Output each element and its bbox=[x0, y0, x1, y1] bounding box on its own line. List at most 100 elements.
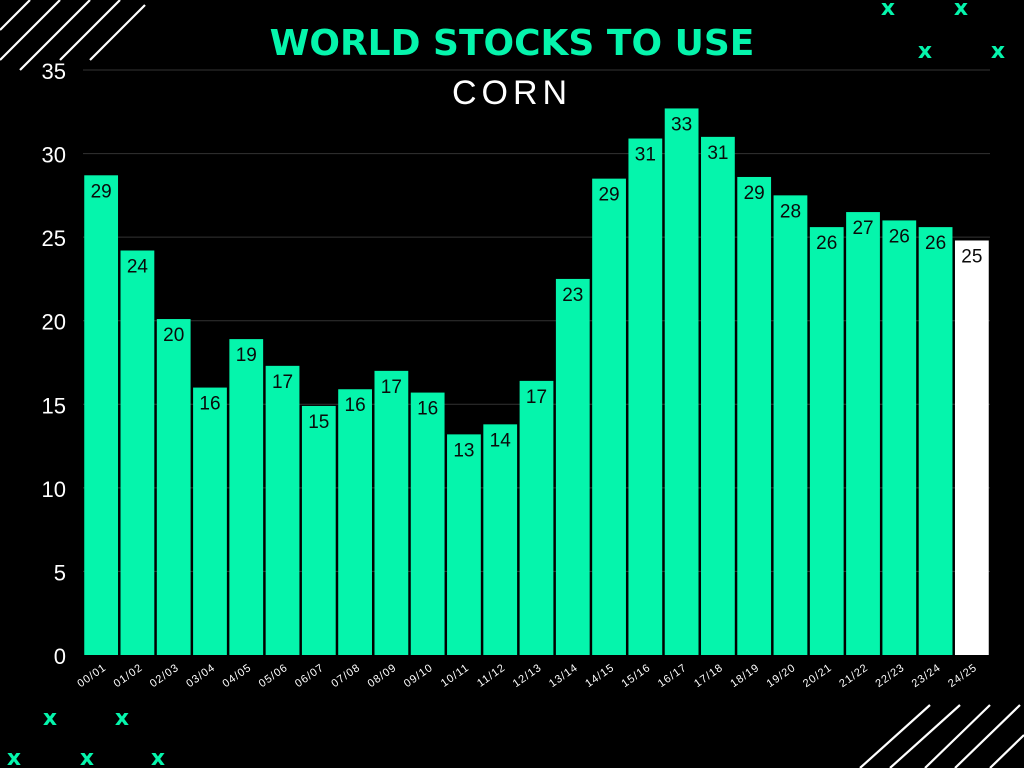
x-tick-label: 11/12 bbox=[475, 662, 508, 690]
data-label: 31 bbox=[635, 145, 656, 166]
data-label: 19 bbox=[236, 345, 257, 366]
data-label: 17 bbox=[526, 387, 547, 408]
x-tick-label: 04/05 bbox=[220, 662, 254, 690]
x-tick-label: 23/24 bbox=[910, 662, 944, 690]
decor-stripe bbox=[924, 704, 991, 768]
data-label: 28 bbox=[780, 201, 801, 222]
y-tick-label: 35 bbox=[42, 59, 66, 84]
bar bbox=[301, 405, 336, 655]
data-label: 26 bbox=[816, 233, 837, 254]
bar bbox=[846, 212, 880, 656]
x-tick-label: 17/18 bbox=[692, 662, 726, 690]
bar bbox=[447, 434, 481, 655]
x-axis-categories: 00/01 01/02 02/03 03/04 04/05 05/06 06/07 07/08… bbox=[75, 662, 979, 690]
decor-stripe bbox=[0, 0, 31, 31]
y-tick-label: 5 bbox=[54, 560, 66, 585]
bar bbox=[338, 389, 372, 655]
bar bbox=[265, 365, 300, 655]
x-tick-label: 08/09 bbox=[366, 662, 400, 690]
bar bbox=[918, 227, 953, 655]
bar bbox=[120, 250, 155, 655]
bar bbox=[193, 387, 227, 655]
data-label: 24 bbox=[127, 257, 149, 278]
y-tick-label: 20 bbox=[42, 310, 66, 335]
x-tick-label: 10/11 bbox=[439, 662, 472, 690]
decor-stripe bbox=[89, 4, 146, 61]
x-tick-label: 19/20 bbox=[765, 662, 799, 690]
data-label: 20 bbox=[163, 325, 184, 346]
y-tick-label: 25 bbox=[42, 226, 66, 251]
x-tick-label: 21/22 bbox=[837, 662, 871, 690]
x-tick-label: 18/19 bbox=[728, 662, 762, 690]
x-tick-label: 14/15 bbox=[583, 662, 617, 690]
data-label: 31 bbox=[707, 143, 728, 164]
decor-stripe bbox=[859, 704, 931, 768]
x-tick-label: 09/10 bbox=[402, 662, 436, 690]
x-tick-label: 22/23 bbox=[873, 662, 907, 690]
decor-stripe bbox=[0, 0, 61, 61]
data-label: 16 bbox=[199, 394, 220, 415]
bar bbox=[519, 380, 554, 655]
y-tick-label: 10 bbox=[42, 477, 66, 502]
decor-x-mark: x bbox=[954, 0, 968, 21]
data-label: 26 bbox=[889, 226, 910, 247]
data-label: 17 bbox=[272, 372, 293, 393]
decor-x-mark: x bbox=[881, 0, 895, 21]
x-tick-label: 00/01 bbox=[75, 662, 109, 690]
bar bbox=[628, 138, 663, 655]
decor-stripe bbox=[59, 0, 121, 61]
y-tick-label: 15 bbox=[42, 393, 66, 418]
decor-stripes-top-left bbox=[0, 0, 146, 71]
decor-stripe bbox=[19, 0, 91, 71]
bar bbox=[156, 319, 191, 655]
data-label: 29 bbox=[91, 181, 112, 202]
x-tick-label: 12/13 bbox=[511, 662, 545, 690]
x-tick-label: 20/21 bbox=[801, 662, 835, 690]
bars bbox=[84, 108, 989, 656]
data-label: 16 bbox=[417, 399, 438, 420]
data-label: 26 bbox=[925, 233, 946, 254]
x-tick-label: 02/03 bbox=[148, 662, 182, 690]
bar bbox=[809, 227, 844, 655]
data-label: 33 bbox=[671, 114, 692, 135]
bar bbox=[954, 240, 989, 655]
bar bbox=[737, 176, 772, 655]
decor-x-mark: x bbox=[151, 746, 165, 768]
x-tick-label: 06/07 bbox=[293, 662, 327, 690]
data-label: 29 bbox=[598, 185, 619, 206]
y-axis-ticks: 0 5 10 15 20 25 30 35 bbox=[42, 59, 66, 669]
bar bbox=[84, 175, 119, 656]
chart-title: WORLD STOCKS TO USE bbox=[270, 23, 755, 64]
data-labels: 29 24 20 16 19 17 15 16 17 16 13 14 17 23 29 31 33 31 29 28… bbox=[91, 114, 983, 461]
decor-x-mark: x bbox=[991, 39, 1005, 64]
bar bbox=[664, 108, 699, 655]
x-tick-label: 01/02 bbox=[112, 662, 146, 690]
decor-stripe bbox=[989, 734, 1024, 768]
y-tick-label: 30 bbox=[42, 143, 66, 168]
data-label: 15 bbox=[308, 412, 329, 433]
decor-x-marks: x xx xx xx x x bbox=[7, 0, 1005, 768]
bar bbox=[555, 278, 590, 655]
bar bbox=[229, 339, 264, 655]
bar bbox=[483, 424, 518, 655]
x-tick-label: 24/25 bbox=[946, 662, 980, 690]
decor-x-mark: x bbox=[918, 39, 932, 64]
y-tick-label: 0 bbox=[54, 644, 66, 669]
data-label: 23 bbox=[562, 285, 583, 306]
data-label: 16 bbox=[345, 395, 366, 416]
data-label: 17 bbox=[381, 377, 402, 398]
x-tick-label: 05/06 bbox=[257, 662, 291, 690]
x-tick-label: 03/04 bbox=[184, 662, 218, 690]
bar bbox=[701, 136, 735, 655]
decor-x-mark: x bbox=[115, 706, 129, 731]
data-label: 27 bbox=[852, 218, 873, 239]
x-tick-label: 16/17 bbox=[656, 662, 690, 690]
decor-x-mark: x bbox=[80, 746, 94, 768]
decor-x-mark: x bbox=[43, 706, 57, 731]
bar bbox=[773, 195, 808, 655]
bar bbox=[410, 392, 445, 655]
data-label: 25 bbox=[961, 246, 982, 267]
bar bbox=[882, 220, 917, 655]
data-label: 14 bbox=[490, 430, 512, 451]
